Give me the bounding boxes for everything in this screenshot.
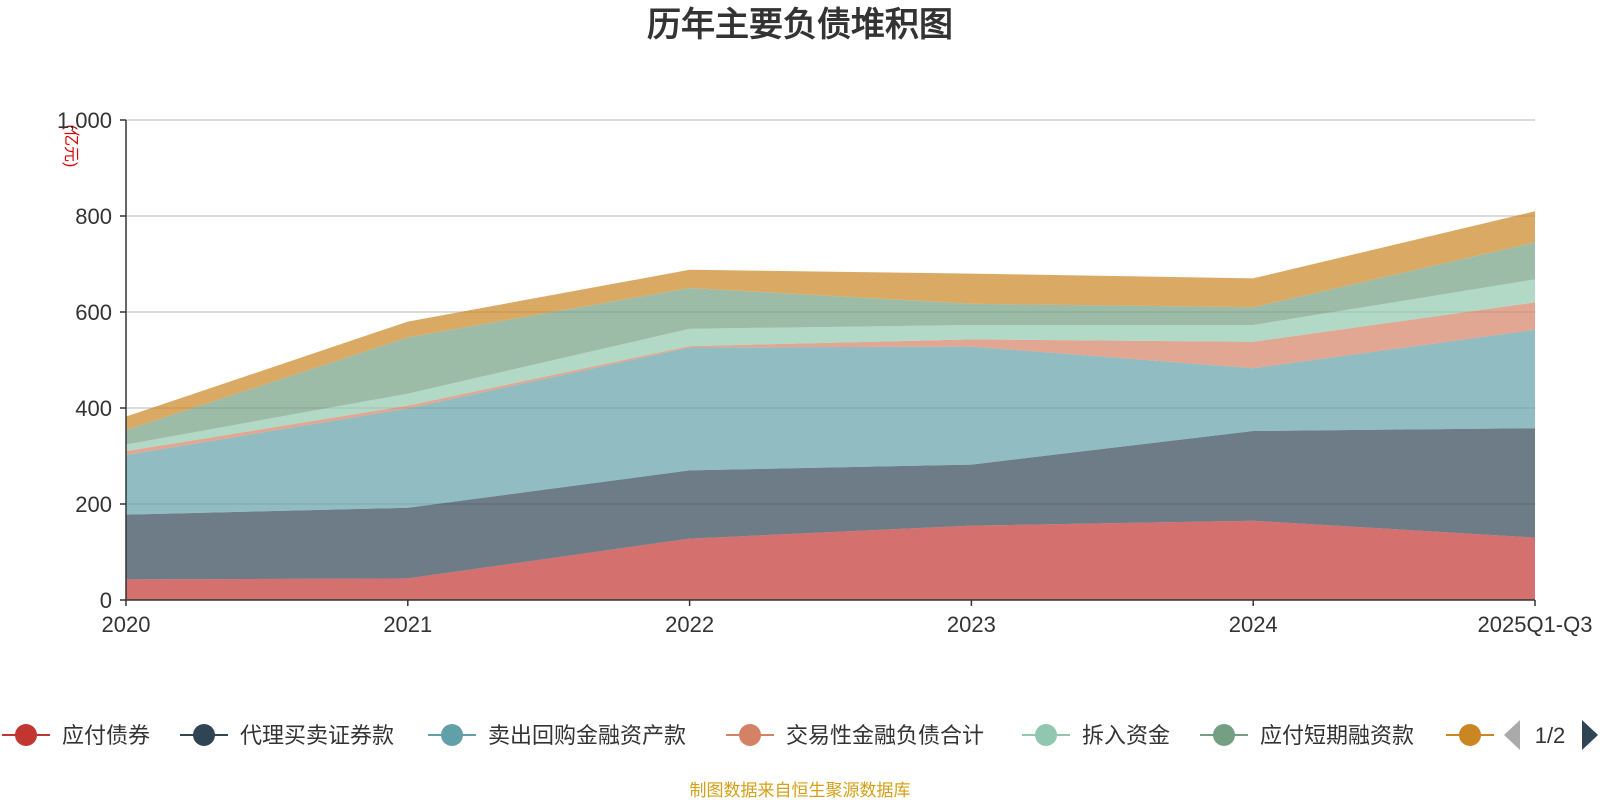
x-tick-label: 2023 [947,612,996,637]
area-series-1 [126,520,1535,600]
y-tick-label: 200 [75,492,112,517]
y-axis-unit-label: (亿元) [62,125,80,168]
legend-label: 拆入资金 [1082,723,1170,748]
x-tick-label: 2024 [1229,612,1278,637]
legend-item[interactable]: 卖出回购金融资产款 [428,723,686,748]
legend-marker [1459,724,1481,746]
legend-item[interactable]: 应付短期融资款 [1200,723,1414,748]
area-series-2 [126,428,1535,580]
legend-label: 卖出回购金融资产款 [488,723,686,748]
legend-marker [1213,724,1235,746]
axes: 0 200 400 600 800 1,000 2020 2021 2022 2023 2024 20… [57,108,1593,637]
area-series-group [126,211,1535,600]
x-tick-label: 2022 [665,612,714,637]
legend-marker [1035,724,1057,746]
legend-item[interactable]: 交易性金融负债合计 [726,723,984,748]
legend-item[interactable]: 代理买卖证券款 [180,723,394,748]
legend-next-page-icon[interactable] [1582,720,1598,750]
area-series-6 [126,242,1535,445]
legend-label: 交易性金融负债合计 [786,723,984,748]
y-tick-label: 1,000 [57,108,112,133]
legend-prev-page-icon[interactable] [1504,720,1520,750]
x-tick-label: 2020 [102,612,151,637]
legend-marker [441,724,463,746]
y-tick-label: 400 [75,396,112,421]
legend-label: 应付短期融资款 [1260,723,1414,748]
y-tick-label: 0 [100,588,112,613]
area-series-3 [126,329,1535,515]
x-tick-label: 2021 [383,612,432,637]
legend-label: 代理买卖证券款 [240,723,394,748]
legend-marker [15,724,37,746]
legend-marker [193,724,215,746]
x-tick-label: 2025Q1-Q3 [1478,612,1593,637]
legend-item[interactable]: 拆入资金 [1022,723,1170,748]
legend: 应付债券 代理买卖证券款 卖出回购金融资产款 交易性金融负债合计 拆入资金 应付短期融资款… [2,720,1598,750]
legend-page-indicator: 1/2 [1535,723,1566,748]
data-source-note: 制图数据来自恒生聚源数据库 [690,781,911,800]
y-tick-label: 600 [75,300,112,325]
legend-marker [739,724,761,746]
y-tick-label: 800 [75,204,112,229]
legend-item[interactable] [1446,724,1494,746]
legend-item[interactable]: 应付债券 [2,723,150,748]
chart-title: 历年主要负债堆积图 [647,6,953,44]
legend-label: 应付债券 [62,723,150,748]
